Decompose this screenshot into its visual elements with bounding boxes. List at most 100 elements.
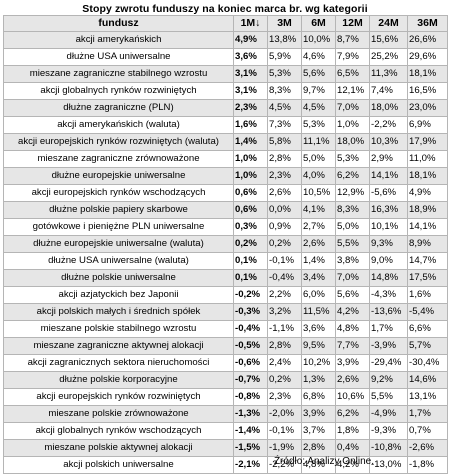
return-cell: -13,0% [369, 456, 408, 474]
table-row: akcji europejskich rynków wschodzących 0,… [3, 184, 448, 202]
fund-category-cell: akcji amerykańskich [3, 31, 234, 49]
return-cell: 3,6% [301, 320, 336, 338]
table-row: akcji azjatyckich bez Japonii -0,2% 2,2% 6,… [3, 286, 448, 304]
return-cell: 4,6% [301, 48, 336, 66]
return-cell: 0,6% [233, 201, 268, 219]
return-cell: 14,7% [407, 252, 448, 270]
return-cell: -5,6% [369, 184, 408, 202]
table-row: akcji amerykańskich 4,9% 13,8% 10,0% 8,7% 15,… [3, 31, 448, 49]
return-cell: 14,6% [407, 371, 448, 389]
return-cell: 0,2% [267, 371, 302, 389]
fund-category-cell: akcji zagranicznych sektora nieruchomośc… [3, 354, 234, 372]
return-cell: 4,9% [407, 184, 448, 202]
return-cell: 3,1% [233, 65, 268, 83]
return-cell: -3,9% [369, 337, 408, 355]
column-header-12m[interactable]: 12M [335, 15, 370, 32]
table-row: dłużne zagraniczne (PLN) 2,3% 4,5% 4,5% 7,0%… [3, 99, 448, 117]
return-cell: 2,3% [233, 99, 268, 117]
column-header-36m[interactable]: 36M [407, 15, 448, 32]
return-cell: 7,7% [335, 337, 370, 355]
return-cell: 8,3% [335, 201, 370, 219]
return-cell: 5,3% [267, 65, 302, 83]
return-cell: 6,2% [335, 167, 370, 185]
return-cell: 10,5% [301, 184, 336, 202]
return-cell: 14,1% [407, 218, 448, 236]
table-row: akcji europejskich rynków rozwiniętych (… [3, 133, 448, 151]
table-row: dłużne polskie korporacyjne -0,7% 0,2% 1,3%… [3, 371, 448, 389]
table-row: mieszane zagraniczne zrównoważone 1,0% 2,8… [3, 150, 448, 168]
return-cell: 23,0% [407, 99, 448, 117]
return-cell: -1,1% [267, 320, 302, 338]
return-cell: -2,0% [267, 405, 302, 423]
return-cell: 4,1% [301, 201, 336, 219]
return-cell: 4,5% [267, 99, 302, 117]
fund-category-cell: akcji azjatyckich bez Japonii [3, 286, 234, 304]
return-cell: -0,8% [233, 388, 268, 406]
column-header-1m[interactable]: 1M↓ [233, 15, 268, 32]
return-cell: 12,1% [335, 82, 370, 100]
return-cell: 0,3% [233, 218, 268, 236]
return-cell: 5,0% [301, 150, 336, 168]
return-cell: -0,2% [233, 286, 268, 304]
return-cell: 6,6% [407, 320, 448, 338]
table-row: mieszane zagraniczne stabilnego wzrostu 3… [3, 65, 448, 83]
return-cell: 7,4% [369, 82, 408, 100]
return-cell: 5,5% [369, 388, 408, 406]
fund-category-cell: dłużne USA uniwersalne [3, 48, 234, 66]
column-header-6m[interactable]: 6M [301, 15, 336, 32]
return-cell: 4,5% [301, 99, 336, 117]
fund-category-cell: akcji europejskich rynków rozwiniętych [3, 388, 234, 406]
return-cell: 13,1% [407, 388, 448, 406]
return-cell: 3,9% [335, 354, 370, 372]
return-cell: 2,6% [335, 371, 370, 389]
return-cell: 8,9% [407, 235, 448, 253]
return-cell: 18,0% [335, 133, 370, 151]
table-row: akcji amerykańskich (waluta) 1,6% 7,3% 5,3%… [3, 116, 448, 134]
return-cell: 25,2% [369, 48, 408, 66]
table-row: dłużne europejskie uniwersalne (waluta) 0… [3, 235, 448, 253]
return-cell: 10,1% [369, 218, 408, 236]
return-cell: 1,4% [301, 252, 336, 270]
column-header-fundusz[interactable]: fundusz [3, 15, 234, 32]
column-header-24m[interactable]: 24M [369, 15, 408, 32]
table-row: akcji zagranicznych sektora nieruchomośc… [3, 354, 448, 372]
return-cell: 11,0% [407, 150, 448, 168]
table-row: akcji polskich małych i średnich spółek -… [3, 303, 448, 321]
return-cell: -1,4% [233, 422, 268, 440]
table-row: dłużne europejskie uniwersalne 1,0% 2,3% 4,… [3, 167, 448, 185]
return-cell: 3,6% [233, 48, 268, 66]
return-cell: 1,8% [335, 422, 370, 440]
source-note: Źródło: Analizy Online. [273, 456, 374, 467]
return-cell: 17,5% [407, 269, 448, 287]
table-row: mieszane polskie zrównoważone -1,3% -2,0% 3… [3, 405, 448, 423]
return-cell: 9,2% [369, 371, 408, 389]
return-cell: 3,4% [301, 269, 336, 287]
return-cell: 2,4% [267, 354, 302, 372]
return-cell: 0,2% [267, 235, 302, 253]
table-body: akcji amerykańskich 4,9% 13,8% 10,0% 8,7% 15,… [3, 31, 448, 474]
return-cell: 0,4% [335, 439, 370, 457]
return-cell: -5,4% [407, 303, 448, 321]
return-cell: 0,2% [233, 235, 268, 253]
return-cell: 16,3% [369, 201, 408, 219]
return-cell: 5,5% [335, 235, 370, 253]
return-cell: 7,0% [335, 269, 370, 287]
return-cell: 18,1% [407, 167, 448, 185]
return-cell: 6,5% [335, 65, 370, 83]
return-cell: -4,9% [369, 405, 408, 423]
table-row: akcji globalnych rynków wschodzących -1,4… [3, 422, 448, 440]
return-cell: -0,1% [267, 422, 302, 440]
return-cell: 7,9% [335, 48, 370, 66]
return-cell: 5,9% [267, 48, 302, 66]
fund-category-cell: mieszane polskie aktywnej alokacji [3, 439, 234, 457]
fund-category-cell: dłużne europejskie uniwersalne [3, 167, 234, 185]
return-cell: 0,1% [233, 269, 268, 287]
return-cell: 5,0% [335, 218, 370, 236]
return-cell: 3,7% [301, 422, 336, 440]
fund-category-cell: mieszane zagraniczne zrównoważone [3, 150, 234, 168]
return-cell: 6,2% [335, 405, 370, 423]
return-cell: -0,7% [233, 371, 268, 389]
return-cell: -4,3% [369, 286, 408, 304]
returns-table: fundusz 1M↓ 3M 6M 12M 24M 36M akcji amer… [3, 15, 448, 474]
column-header-3m[interactable]: 3M [267, 15, 302, 32]
